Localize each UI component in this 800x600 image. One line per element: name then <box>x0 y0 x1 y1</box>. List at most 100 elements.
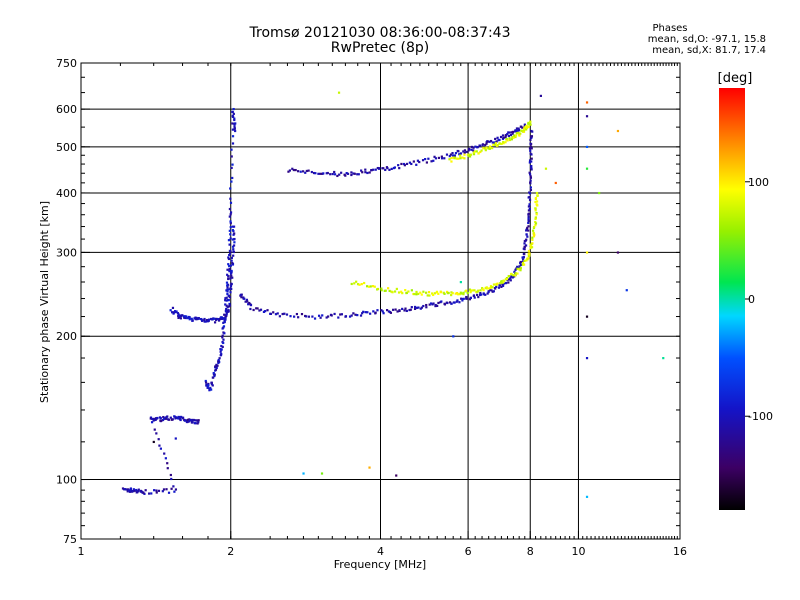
point-f2-o-mode-trace <box>305 315 308 318</box>
point-spread-near-2-mhz <box>206 386 209 389</box>
point-multi-hop-x-mode-trace <box>508 138 512 142</box>
point-f2-o-mode-trace <box>528 159 532 162</box>
point-multi-hop-x-mode-trace <box>475 150 478 153</box>
point-f1-o-mode-trace <box>200 319 204 322</box>
point-f2-x-mode-trace <box>519 267 522 270</box>
point-spread-near-2-mhz <box>205 384 208 387</box>
point-f1-o-mode-trace <box>232 248 235 251</box>
point-multi-hop-x-mode-trace <box>468 153 471 156</box>
point-f2-o-mode-trace <box>448 301 452 304</box>
point-e-layer-low-trace <box>163 417 166 420</box>
point-e-layer-low-trace <box>137 489 140 493</box>
point-f2-o-mode-trace <box>281 312 284 316</box>
point-f2-o-mode-trace <box>528 147 532 150</box>
point-f2-x-mode-trace <box>451 292 454 295</box>
point-f1-o-mode-trace <box>206 320 210 323</box>
point-f2-o-mode-trace <box>295 312 299 316</box>
point-f2-o-mode-trace <box>519 263 523 267</box>
point-f1-o-mode-trace <box>186 317 189 320</box>
point-f1-o-mode-trace <box>225 313 228 316</box>
point-spread-near-2-mhz <box>225 299 228 302</box>
point-multi-hop-o-mode-trace <box>474 145 477 148</box>
point-f2-o-mode-trace <box>285 313 289 316</box>
point-spread-near-2-mhz <box>214 368 218 371</box>
point-multi-hop-o-mode-trace <box>462 150 465 153</box>
point-f2-o-mode-trace <box>401 307 404 311</box>
point-multi-hop-x-mode-trace <box>512 136 515 139</box>
point-f2-x-mode-trace <box>527 257 530 260</box>
point-f2-o-mode-trace <box>530 157 533 160</box>
point-f2-o-mode-trace <box>487 290 490 294</box>
point-f2-x-mode-trace <box>415 293 418 296</box>
chart-subtitle: RwPretec (8p) <box>330 40 430 56</box>
colorbar-unit-label: [deg] <box>718 71 753 86</box>
point-f2-x-mode-trace <box>535 203 538 206</box>
point-f2-x-mode-trace <box>533 225 536 229</box>
point-f2-x-mode-trace <box>485 286 488 289</box>
point-multi-hop-o-mode-trace <box>496 136 499 139</box>
point-multi-hop-o-mode-trace <box>432 159 435 162</box>
point-multi-hop-o-mode-trace <box>312 171 316 175</box>
point-multi-hop-o-mode-trace <box>511 130 515 133</box>
point-multi-hop-x-mode-trace <box>472 153 476 156</box>
point-f2-x-mode-trace <box>360 282 363 286</box>
point-f2-o-mode-trace <box>523 242 526 245</box>
point-spread-near-2-mhz <box>228 243 231 246</box>
point-e-layer-low-trace <box>155 432 158 435</box>
point-multi-hop-o-mode-trace <box>494 137 497 141</box>
point-multi-hop-x-mode-trace <box>468 155 472 158</box>
point-spread-near-2-mhz <box>231 163 234 166</box>
point-e-layer-low-trace <box>137 488 140 491</box>
point-f2-o-mode-trace <box>264 310 267 313</box>
point-multi-hop-o-mode-trace <box>319 172 322 175</box>
point-f2-o-mode-trace <box>245 298 249 301</box>
point-f2-o-mode-trace <box>369 312 372 315</box>
point-multi-hop-o-mode-trace <box>352 172 355 175</box>
point-f2-x-mode-trace <box>491 286 494 289</box>
point-f1-o-mode-trace <box>228 304 232 307</box>
point-f2-x-mode-trace <box>462 293 465 296</box>
point-e-layer-low-trace <box>162 488 166 491</box>
point-scattered-points <box>585 251 589 254</box>
point-f1-o-mode-trace <box>195 316 198 320</box>
point-multi-hop-o-mode-trace <box>398 167 401 170</box>
point-spread-near-2-mhz <box>212 371 215 375</box>
point-multi-hop-x-mode-trace <box>473 150 476 153</box>
point-f2-o-mode-trace <box>490 289 493 292</box>
point-multi-hop-o-mode-trace <box>488 140 491 143</box>
point-scattered-points <box>585 101 589 104</box>
point-f1-o-mode-trace <box>171 306 175 310</box>
point-spread-near-2-mhz <box>217 360 220 363</box>
point-multi-hop-x-mode-trace <box>517 133 521 136</box>
point-e-layer-low-trace <box>151 417 154 420</box>
point-multi-hop-o-mode-trace <box>470 145 473 149</box>
point-f1-o-mode-trace <box>171 311 174 314</box>
point-f2-o-mode-trace <box>529 186 532 189</box>
point-multi-hop-x-mode-trace <box>515 132 518 135</box>
point-multi-hop-x-mode-trace <box>528 123 531 126</box>
point-multi-hop-x-mode-trace <box>511 136 514 139</box>
point-e-layer-low-trace <box>172 485 175 488</box>
point-f1-o-mode-trace <box>188 318 191 321</box>
x-tick-label: 2 <box>227 545 234 558</box>
point-multi-hop-o-mode-trace <box>517 128 521 132</box>
point-spread-near-2-mhz <box>224 303 227 306</box>
point-multi-hop-o-mode-trace <box>294 168 297 172</box>
point-e-layer-low-trace <box>157 489 161 492</box>
point-spread-near-2-mhz <box>226 268 229 271</box>
point-f2-o-mode-trace <box>518 266 521 270</box>
point-f2-x-mode-trace <box>400 290 403 293</box>
point-f2-o-mode-trace <box>527 215 530 218</box>
point-f2-o-mode-trace <box>321 314 324 317</box>
point-f2-o-mode-trace <box>529 181 532 184</box>
point-multi-hop-o-mode-trace <box>511 132 514 135</box>
point-f2-o-mode-trace <box>240 293 243 296</box>
point-f2-o-mode-trace <box>366 311 369 314</box>
point-e-layer-low-trace <box>155 491 158 494</box>
point-f2-o-mode-trace <box>246 300 249 303</box>
point-spread-near-2-mhz <box>233 127 236 130</box>
point-spread-near-2-mhz <box>218 357 221 360</box>
y-tick-label: 500 <box>56 141 77 154</box>
point-f2-o-mode-trace <box>529 138 532 142</box>
point-multi-hop-x-mode-trace <box>484 149 487 152</box>
